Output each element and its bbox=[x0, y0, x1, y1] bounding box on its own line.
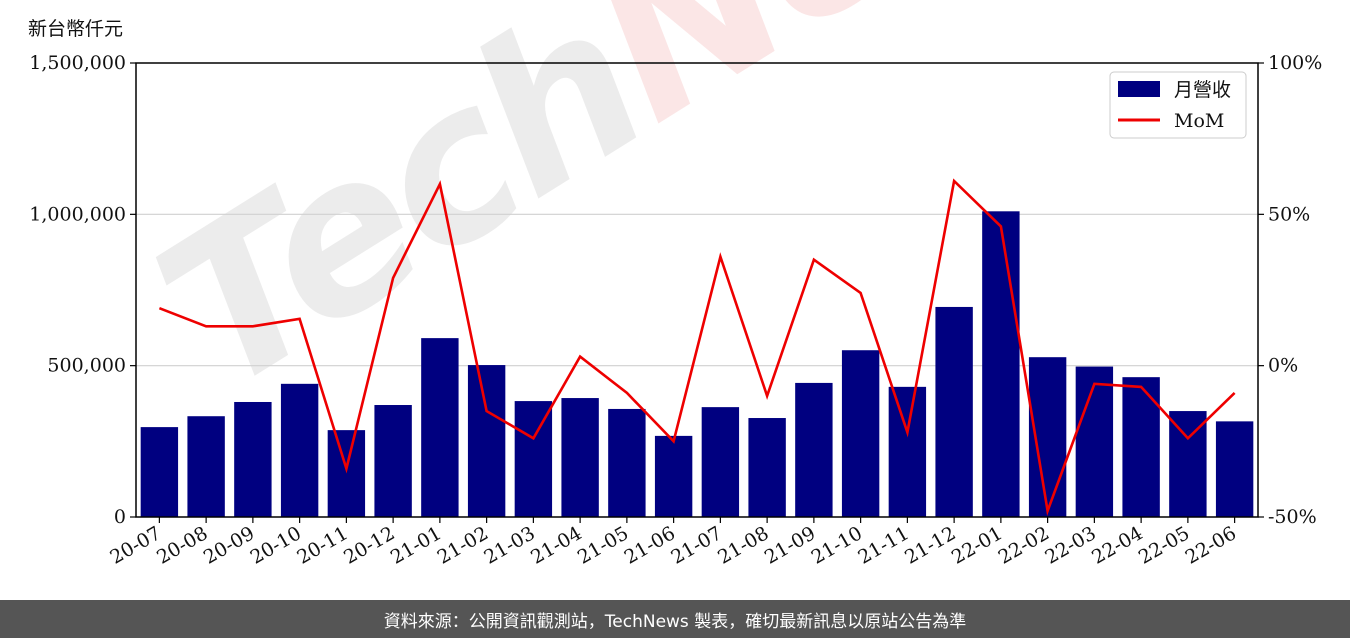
revenue-bar bbox=[1122, 377, 1160, 517]
x-tick-label: 22-03 bbox=[1041, 522, 1099, 568]
revenue-bar bbox=[654, 435, 693, 517]
gridlines bbox=[136, 213, 1258, 367]
revenue-chart: 0 500,000 1,000,000 1,500,000 -50% 0% 50% 100% 2… bbox=[29, 52, 1322, 569]
axes bbox=[135, 62, 1259, 518]
y-axis-unit-label: 新台幣仟元 bbox=[28, 18, 124, 40]
revenue-bar bbox=[467, 365, 506, 517]
x-tick-label: 21-06 bbox=[621, 522, 679, 568]
x-tick-label: 20-07 bbox=[106, 522, 164, 568]
legend-bar-swatch bbox=[1118, 81, 1160, 97]
x-tick-label: 21-11 bbox=[854, 522, 912, 568]
revenue-bars bbox=[140, 211, 1254, 517]
revenue-bar bbox=[1215, 421, 1254, 517]
revenue-bar bbox=[1169, 411, 1207, 517]
x-tick-label: 21-04 bbox=[527, 522, 585, 568]
revenue-bar bbox=[234, 401, 272, 517]
x-tick-label: 20-10 bbox=[247, 522, 305, 568]
revenue-bar bbox=[608, 408, 646, 517]
revenue-bar bbox=[327, 430, 366, 517]
revenue-bar bbox=[280, 383, 319, 517]
x-tick-label: 21-10 bbox=[808, 522, 866, 568]
x-tick-label: 21-07 bbox=[667, 522, 725, 568]
x-tick-label: 21-05 bbox=[574, 522, 632, 568]
plot-frame bbox=[135, 62, 1259, 518]
y-right-tick-label: 50% bbox=[1268, 203, 1310, 225]
revenue-bar bbox=[701, 407, 740, 517]
x-tick-label: 21-03 bbox=[480, 522, 538, 568]
revenue-bar bbox=[514, 401, 553, 517]
source-footer: 資料來源：公開資訊觀測站，TechNews 製表，確切最新訊息以原站公告為準 bbox=[0, 600, 1350, 638]
x-tick-label: 20-09 bbox=[200, 522, 258, 568]
x-tick-label: 22-02 bbox=[995, 522, 1053, 568]
x-tick-label: 20-12 bbox=[340, 522, 398, 568]
x-tick-label: 20-11 bbox=[293, 522, 351, 568]
x-tick-label: 20-08 bbox=[153, 522, 211, 568]
legend: 月營收 MoM bbox=[1109, 71, 1247, 139]
x-tick-label: 21-08 bbox=[714, 522, 772, 568]
mom-line-layer bbox=[158, 178, 1236, 516]
x-tick-label: 21-02 bbox=[434, 522, 492, 568]
revenue-bar bbox=[140, 427, 179, 517]
x-tick-label: 21-12 bbox=[901, 522, 959, 568]
revenue-bar bbox=[982, 211, 1020, 517]
revenue-bar bbox=[187, 416, 225, 517]
revenue-bar bbox=[561, 398, 599, 517]
y-left-tick-label: 0 bbox=[114, 506, 126, 528]
revenue-bar bbox=[421, 338, 459, 517]
x-tick-label: 21-09 bbox=[761, 522, 819, 568]
revenue-bar bbox=[888, 386, 927, 517]
revenue-bar bbox=[748, 418, 786, 517]
revenue-bar bbox=[374, 405, 412, 517]
mom-line bbox=[158, 178, 1236, 516]
footer-text: 資料來源：公開資訊觀測站，TechNews 製表，確切最新訊息以原站公告為準 bbox=[383, 611, 967, 632]
x-tick-label: 22-01 bbox=[948, 522, 1006, 568]
y-right-tick-label: 0% bbox=[1268, 355, 1298, 377]
revenue-bar bbox=[1075, 366, 1114, 517]
x-tick-label: 22-06 bbox=[1182, 522, 1240, 568]
y-left-tick-label: 500,000 bbox=[47, 355, 126, 377]
revenue-bar bbox=[795, 382, 833, 517]
y-right-tick-label: -50% bbox=[1268, 506, 1317, 528]
x-tick-label: 21-01 bbox=[387, 522, 445, 568]
revenue-bar bbox=[841, 350, 880, 517]
y-right-tick-label: 100% bbox=[1268, 52, 1322, 74]
x-tick-label: 22-05 bbox=[1135, 522, 1193, 568]
legend-label-mom: MoM bbox=[1174, 110, 1224, 132]
x-tick-label: 22-04 bbox=[1088, 522, 1146, 568]
y-left-tick-label: 1,000,000 bbox=[29, 203, 126, 225]
revenue-bar bbox=[935, 306, 973, 517]
legend-label-revenue: 月營收 bbox=[1174, 79, 1231, 101]
y-left-tick-label: 1,500,000 bbox=[29, 52, 126, 74]
